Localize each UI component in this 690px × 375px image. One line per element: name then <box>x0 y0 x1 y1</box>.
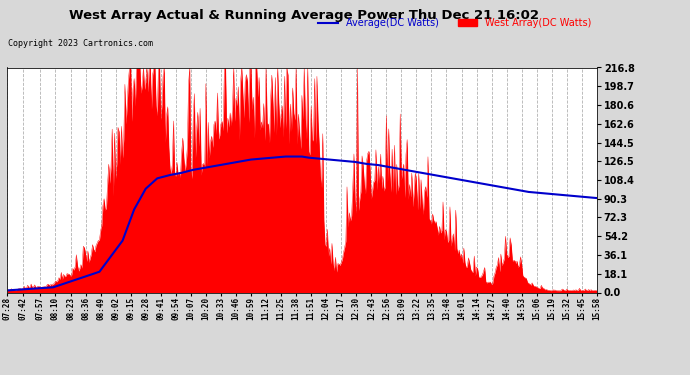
Legend: Average(DC Watts), West Array(DC Watts): Average(DC Watts), West Array(DC Watts) <box>315 14 595 32</box>
Text: Copyright 2023 Cartronics.com: Copyright 2023 Cartronics.com <box>8 39 153 48</box>
Text: West Array Actual & Running Average Power Thu Dec 21 16:02: West Array Actual & Running Average Powe… <box>68 9 539 22</box>
